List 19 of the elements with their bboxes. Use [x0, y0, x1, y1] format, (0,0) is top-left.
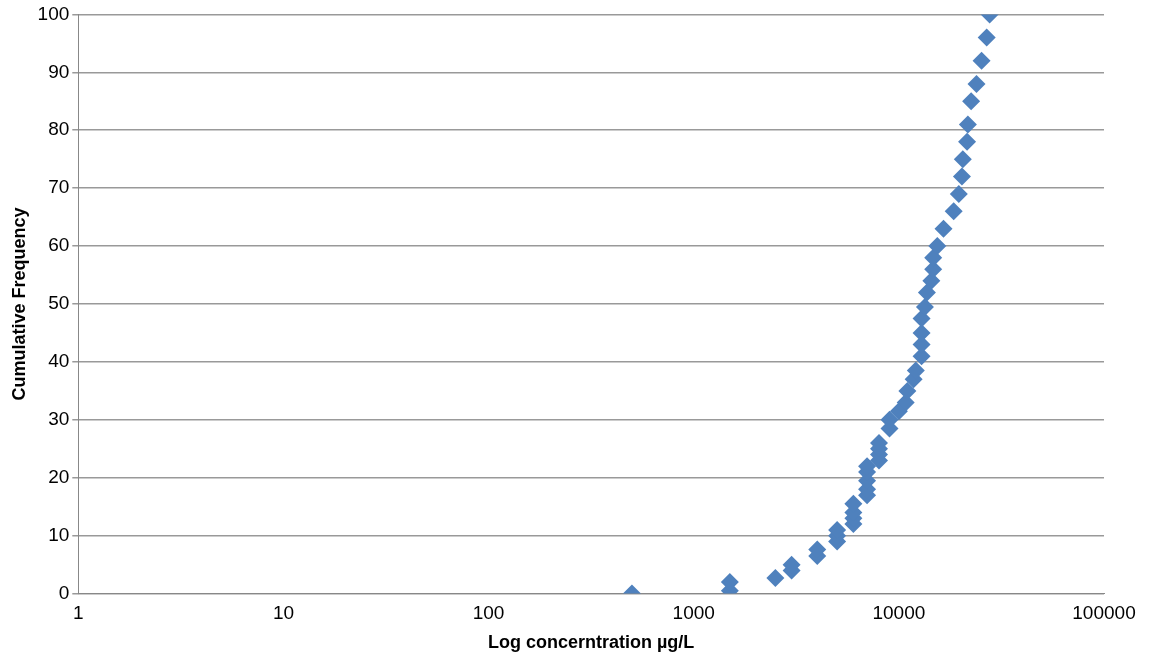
x-tick-label: 1	[73, 602, 84, 624]
y-tick-label: 0	[58, 581, 70, 603]
y-axis-title: Cumulative Frequency	[8, 207, 29, 401]
x-tick-label: 10000	[872, 602, 926, 624]
x-tick-label: 10	[272, 602, 295, 624]
y-tick-label: 30	[48, 408, 70, 430]
y-tick-label: 90	[48, 60, 70, 82]
y-tick-label: 60	[48, 234, 70, 256]
y-tick-label: 20	[48, 465, 70, 487]
x-tick-label: 100000	[1072, 602, 1136, 624]
x-tick-label: 1000	[672, 602, 715, 624]
x-tick-label: 100	[472, 602, 505, 624]
y-tick-label: 80	[48, 118, 70, 140]
y-tick-label: 40	[48, 350, 70, 372]
x-axis-title: Log concerntration µg/L	[487, 632, 695, 653]
y-tick-label: 100	[37, 2, 70, 24]
y-tick-label: 10	[48, 523, 70, 545]
y-tick-label: 70	[48, 176, 70, 198]
y-tick-label: 50	[48, 292, 70, 314]
